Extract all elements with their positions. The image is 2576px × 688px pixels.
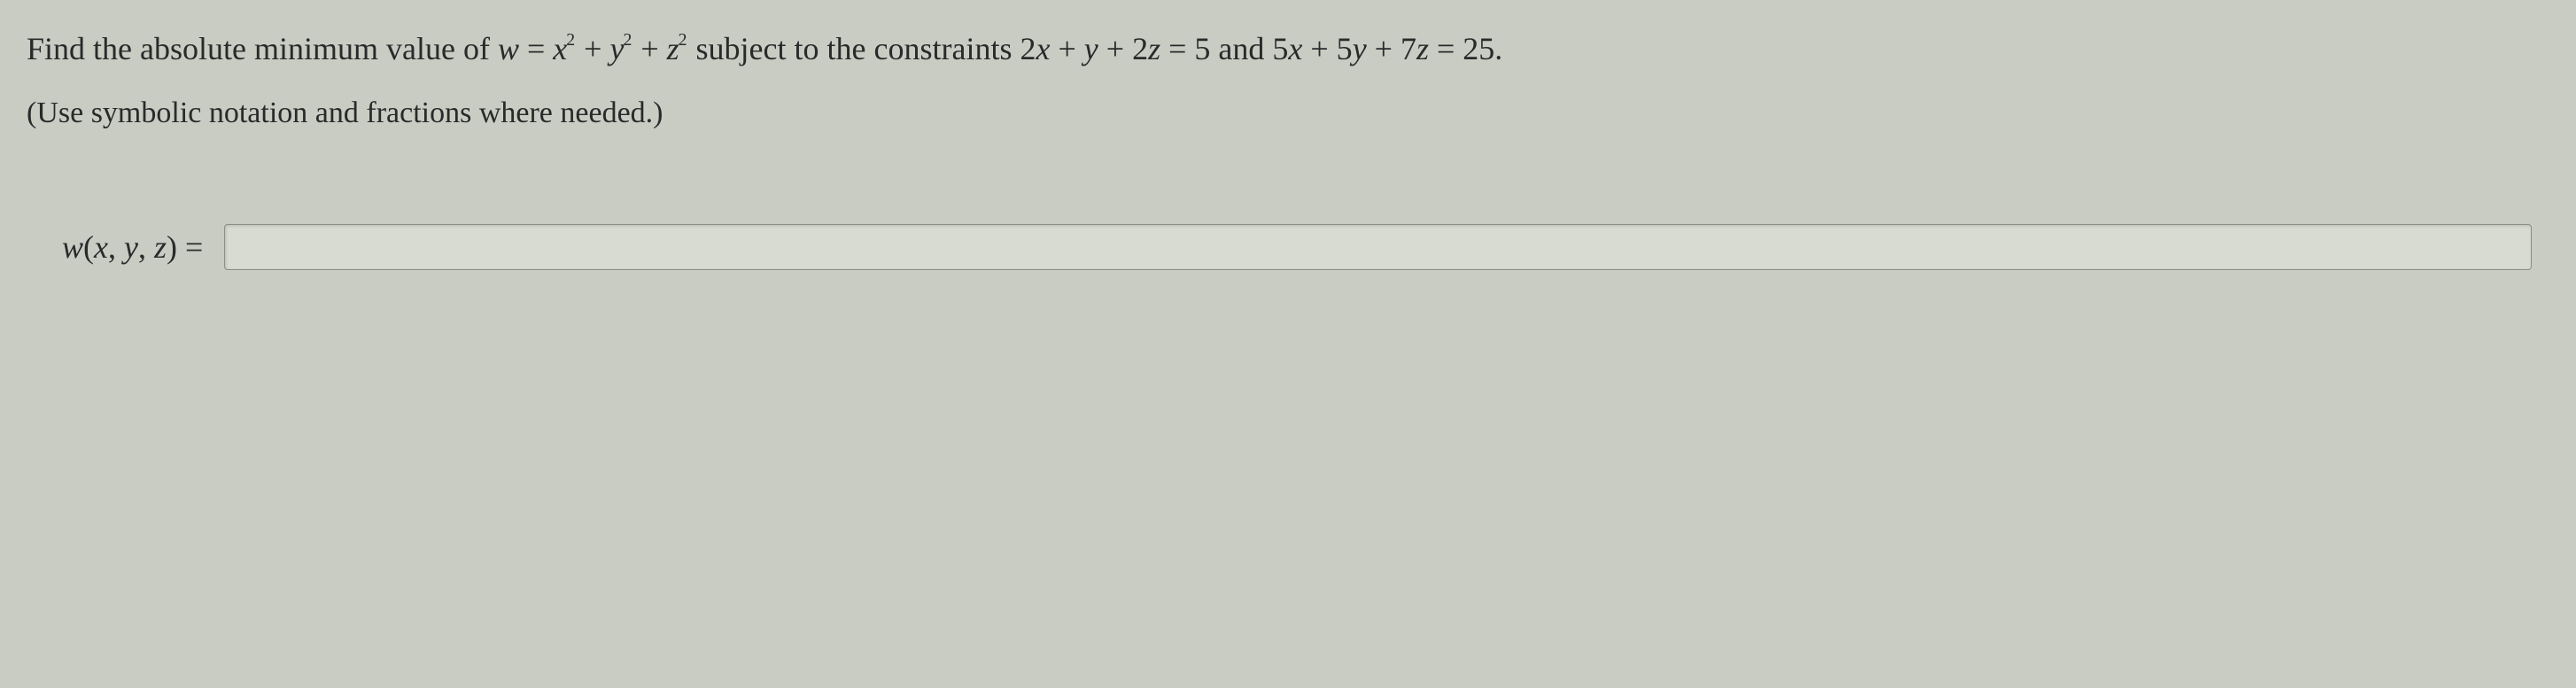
c1-x: x [1036,31,1050,66]
plus-op: + [632,31,666,66]
exp-x: 2 [566,30,575,50]
label-close: ) = [167,229,203,265]
problem-statement: Find the absolute minimum value of w = x… [27,25,2549,73]
c2-plus2: + 7 [1367,31,1416,66]
var-x: x [553,31,567,66]
and-text: and [1210,31,1272,66]
c1-z: z [1148,31,1160,66]
hint-text: (Use symbolic notation and fractions whe… [27,90,2549,135]
exp-y: 2 [623,30,632,50]
equals: = [519,31,553,66]
label-z: z [154,229,167,265]
answer-input[interactable] [224,224,2532,270]
c1-eq: = 5 [1160,31,1210,66]
c2-eq: = 25. [1429,31,1502,66]
c2-coef: 5 [1272,31,1288,66]
label-x: x [94,229,108,265]
var-w: w [498,31,519,66]
label-comma2: , [138,229,154,265]
c2-x: x [1288,31,1302,66]
answer-label: w(x, y, z) = [62,228,203,266]
c2-plus1: + 5 [1302,31,1352,66]
c1-coef: 2 [1020,31,1036,66]
label-y: y [124,229,138,265]
label-open: ( [83,229,94,265]
problem-lead: Find the absolute minimum value of [27,31,498,66]
label-fn: w [62,229,83,265]
plus-op: + [576,31,609,66]
answer-row: w(x, y, z) = [62,224,2549,270]
exp-z: 2 [679,30,687,50]
problem-mid: subject to the constraints [688,31,1020,66]
c1-y: y [1084,31,1098,66]
label-comma1: , [108,229,124,265]
c2-z: z [1416,31,1429,66]
var-z: z [667,31,679,66]
c2-y: y [1353,31,1367,66]
c1-plus1: + [1050,31,1083,66]
c1-plus2: + 2 [1098,31,1148,66]
